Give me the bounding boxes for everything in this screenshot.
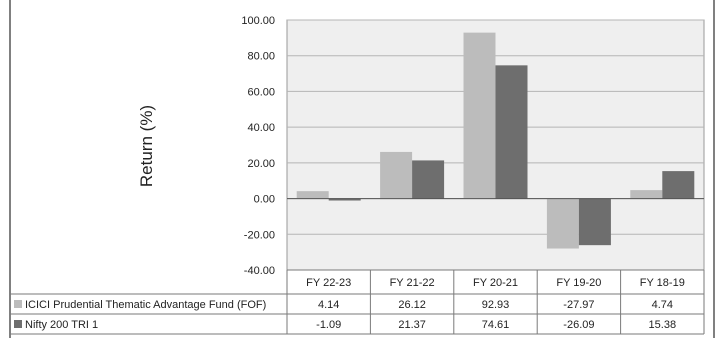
bars <box>296 32 695 249</box>
x-tick-label: FY 19-20 <box>556 277 601 289</box>
bar-fund-2 <box>463 32 496 199</box>
bar-benchmark-3 <box>578 198 611 246</box>
plot-area <box>286 19 705 271</box>
bar-benchmark-2 <box>495 65 528 199</box>
data-label: 4.74 <box>652 299 673 311</box>
x-tick-label: FY 20-21 <box>473 277 518 289</box>
bar-fund-0 <box>296 191 329 199</box>
legend-series-name: ICICI Prudential Thematic Advantage Fund… <box>25 299 266 311</box>
y-tick-label: 60.00 <box>247 86 275 98</box>
y-tick-label: 100.00 <box>241 15 275 27</box>
data-label: -27.97 <box>563 299 594 311</box>
x-tick-label: FY 18-19 <box>640 277 685 289</box>
data-label: -26.09 <box>563 319 594 331</box>
x-tick-label: FY 21-22 <box>390 277 435 289</box>
bar-fund-1 <box>380 151 413 199</box>
bar-fund-3 <box>546 198 579 249</box>
data-table: FY 22-23 FY 21-22 FY 20-21 FY 19-20 FY 18-19… <box>10 269 705 335</box>
y-axis-ticks: 100.00 80.00 60.00 40.00 20.00 0.00 -20.00 -40.… <box>241 15 275 277</box>
data-label: 26.12 <box>398 299 426 311</box>
data-label: 92.93 <box>482 299 510 311</box>
y-tick-label: 80.00 <box>247 51 275 63</box>
bar-fund-4 <box>630 190 663 199</box>
outer-border <box>9 0 715 338</box>
data-label: 21.37 <box>398 319 426 331</box>
data-label: 4.14 <box>318 299 339 311</box>
legend-swatch <box>14 300 22 308</box>
y-tick-label: -40.00 <box>244 265 275 277</box>
y-tick-label: 20.00 <box>247 158 275 170</box>
y-tick-label: 0.00 <box>254 194 275 206</box>
data-label: 15.38 <box>649 319 677 331</box>
x-tick-label: FY 22-23 <box>306 277 351 289</box>
bar-benchmark-1 <box>412 160 445 199</box>
y-tick-label: -20.00 <box>244 229 275 241</box>
data-label: 74.61 <box>482 319 510 331</box>
y-tick-label: 40.00 <box>247 122 275 134</box>
bar-benchmark-4 <box>662 171 695 199</box>
y-axis-label: Return (%) <box>137 105 156 187</box>
legend-swatch <box>14 320 22 328</box>
legend-series-name: Nifty 200 TRI 1 <box>25 319 98 331</box>
bar-benchmark-0 <box>328 198 361 201</box>
data-label: -1.09 <box>316 319 341 331</box>
